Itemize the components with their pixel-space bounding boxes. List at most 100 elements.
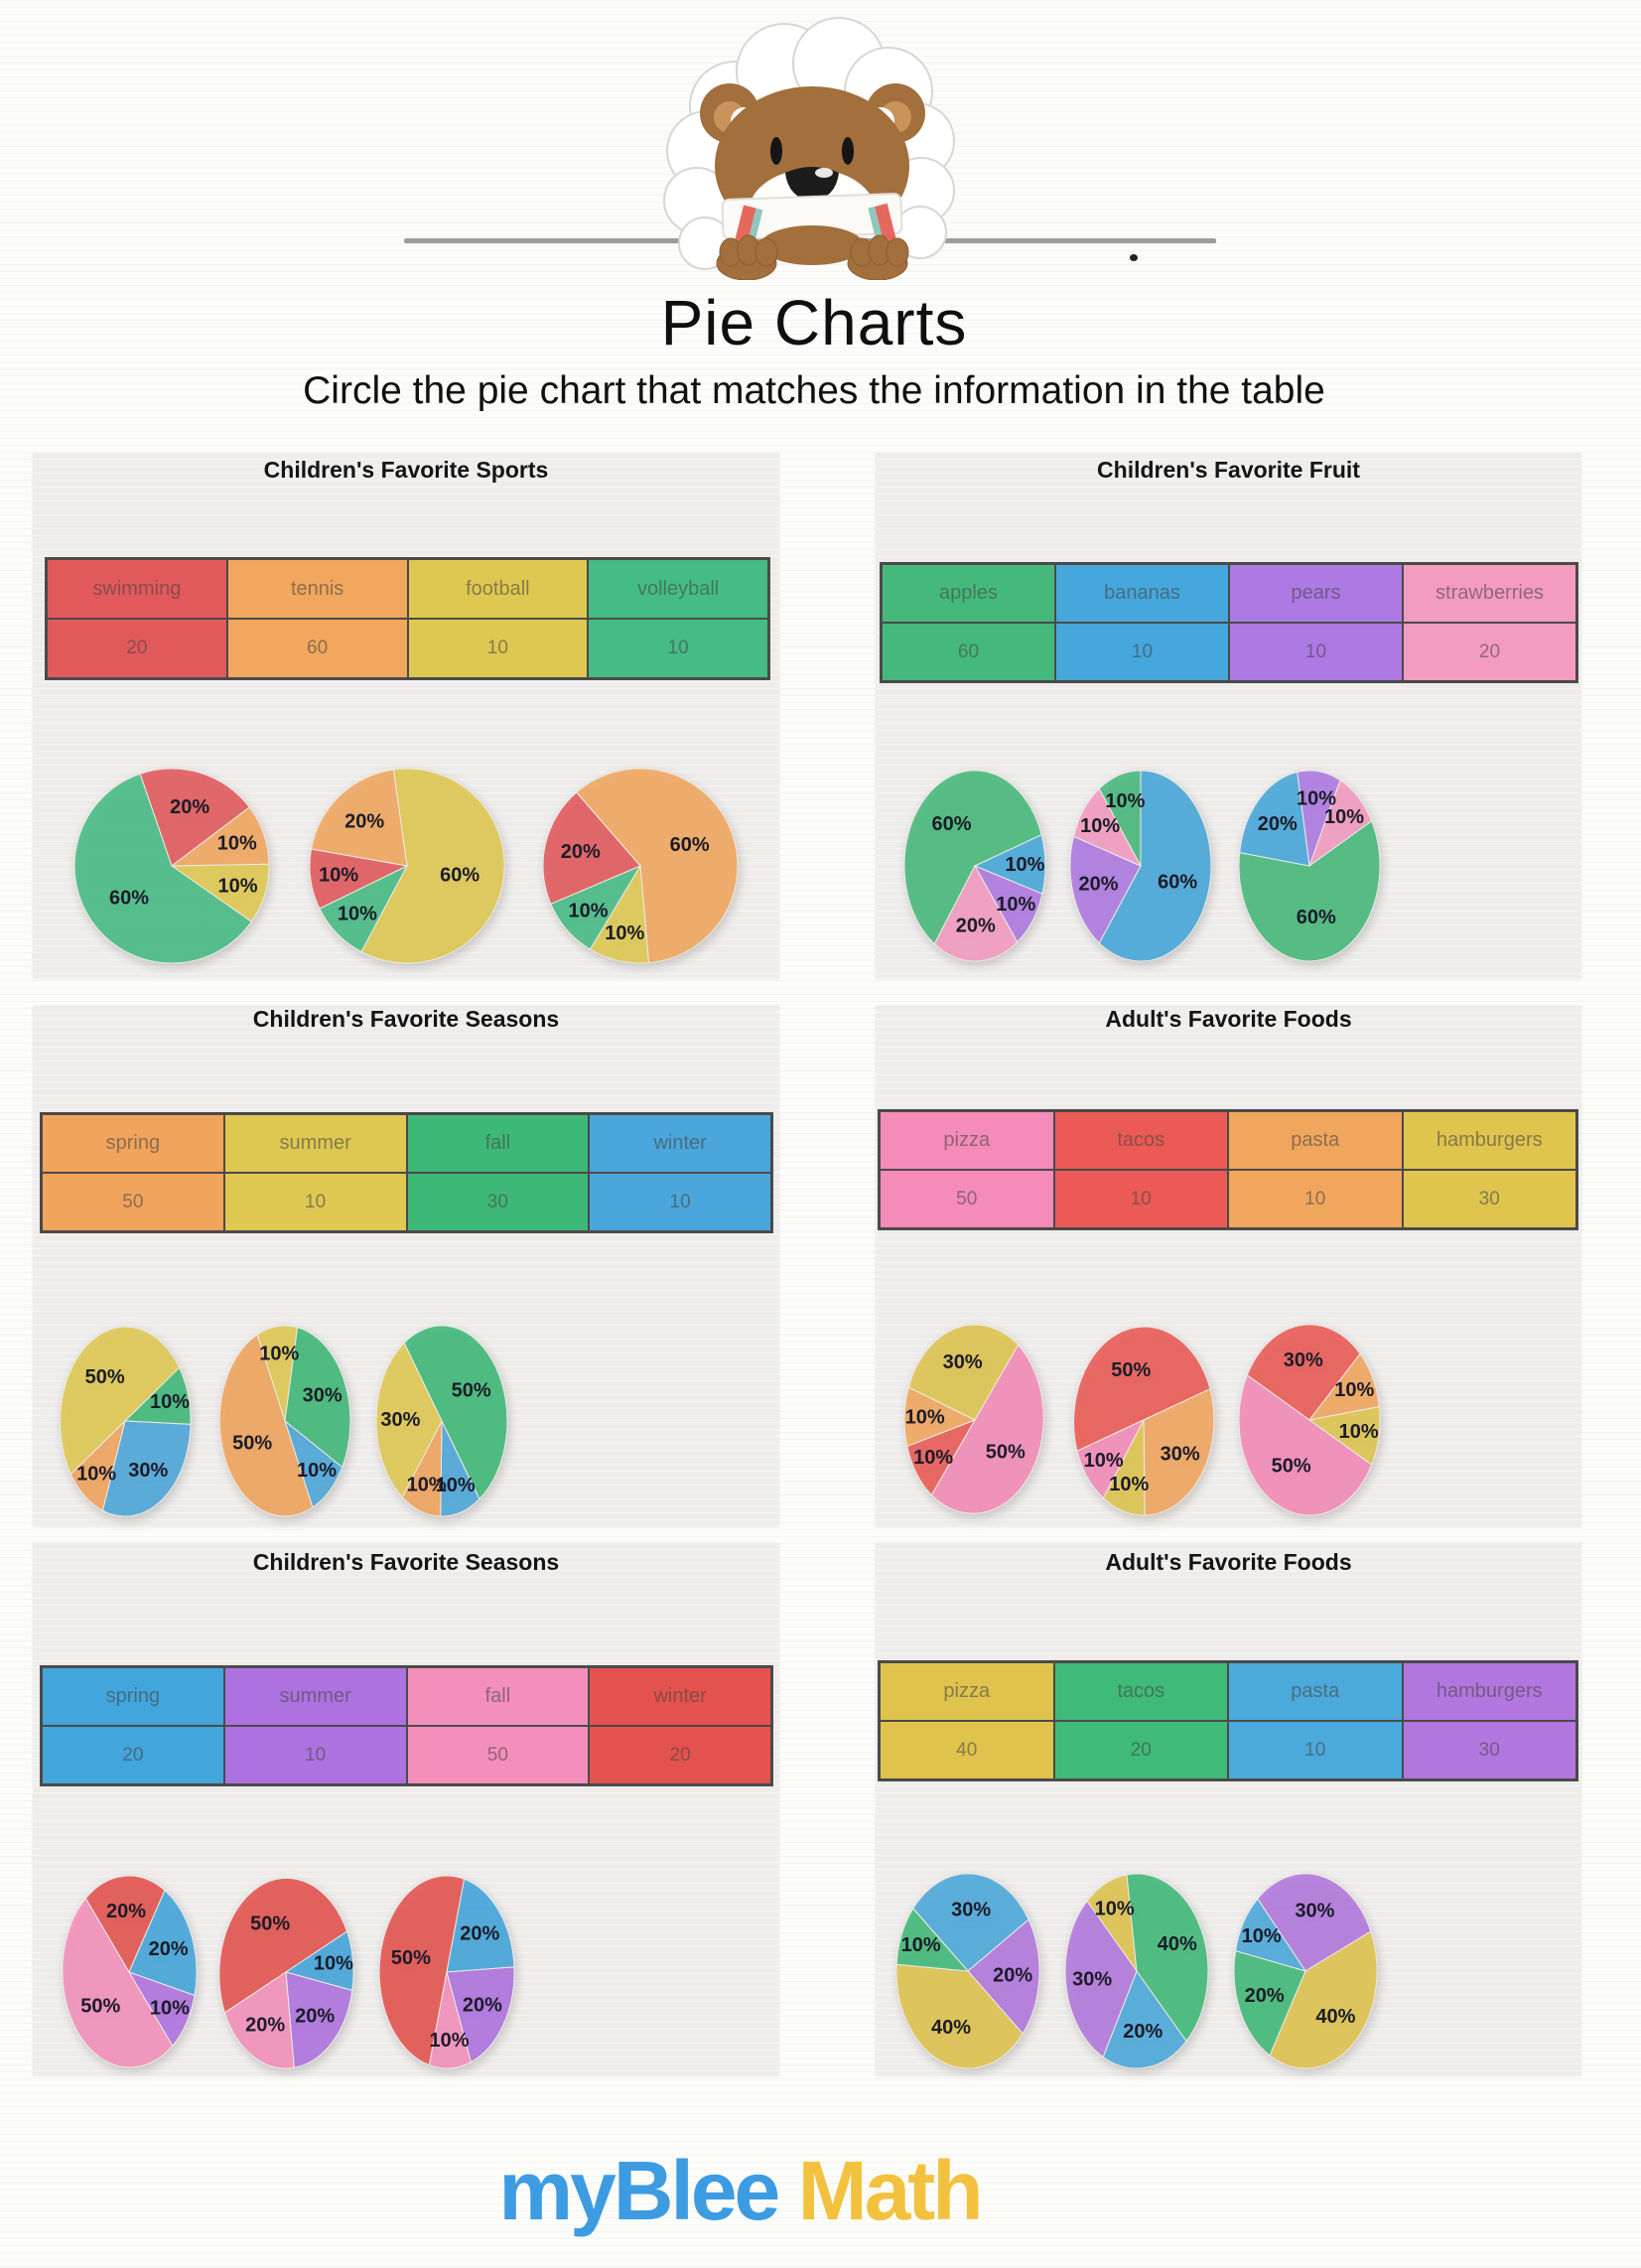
pie-slice [903, 770, 1042, 945]
table-value-cell: 20 [1053, 1721, 1228, 1779]
pie-slice-label: 10% [1109, 1474, 1149, 1495]
pie-slice-label: 30% [1295, 1901, 1334, 1922]
pie-option-3-2[interactable]: 10%30%10%50% [218, 1325, 351, 1517]
table-label-cell: spring [42, 1667, 224, 1726]
pie-option-4-2[interactable]: 50% 30% 10%10% [1073, 1326, 1215, 1516]
table-label-cell: volleyball [588, 559, 768, 619]
table-label-cell: football [407, 559, 589, 619]
pie-slice-label: 40% [1158, 1933, 1197, 1955]
pie-slice-label: 20% [1258, 813, 1298, 835]
pie-slice-label: 10% [217, 832, 257, 854]
pie-slice-label: 60% [1297, 907, 1336, 928]
pie-option-6-1[interactable]: 30% 20% 40% 10% [895, 1873, 1040, 2069]
pie-option-6-3[interactable]: 30% 40% 20% 10% [1233, 1873, 1378, 2069]
pie-slice [378, 1875, 466, 2066]
pie-option-1-1[interactable]: 20% 10% 10% 60% [73, 768, 270, 964]
table-label-cell: fall [406, 1114, 590, 1173]
pie-slice [575, 768, 739, 964]
pie-slice-label: 20% [170, 796, 209, 818]
panel-5 [33, 1542, 779, 2075]
pie-option-2-2[interactable]: 60% 20% 10% 10% [1069, 770, 1212, 962]
pie-slice-label: 20% [561, 841, 601, 863]
pie-slice [218, 1334, 314, 1517]
pie-slice [446, 1878, 515, 1973]
panel-title: Children's Favorite Seasons [252, 1549, 560, 1575]
pie-slice-label: 30% [303, 1384, 342, 1406]
table-value-cell: 20 [47, 619, 227, 678]
pie-slice [1233, 1949, 1306, 2056]
pie-slice [1126, 1873, 1209, 2043]
pie-slice-label: 20% [295, 2006, 335, 2028]
pie-slice-label: 20% [106, 1901, 146, 1922]
pie-option-3-1[interactable]: 50% 10% 30% 10% [60, 1326, 192, 1517]
pie-slice-label: 10% [901, 1934, 941, 1956]
pie-slice [101, 1420, 192, 1517]
table-label-cell: tacos [1053, 1111, 1228, 1170]
pie-option-4-1[interactable]: 30% 50% 10% 10% [903, 1324, 1044, 1514]
table-label-cell: pizza [880, 1662, 1054, 1721]
pie-slice [1064, 1900, 1138, 2058]
table-value-cell: 10 [223, 1173, 407, 1231]
pie-option-5-1[interactable]: 20%20% 10% 50% [62, 1875, 198, 2068]
pie-option-4-3[interactable]: 30% 10% 10% 50% [1238, 1324, 1381, 1516]
pie-slice-label: 20% [956, 916, 996, 937]
bear-eye-left [770, 137, 782, 165]
pie-option-5-2[interactable]: 50% 10% 20% 20% [218, 1877, 354, 2069]
data-table: spring summer fall winter 20 10 50 20 [40, 1665, 773, 1786]
pie-slice-label: 10% [1084, 1450, 1124, 1472]
pie-slice-label: 60% [670, 834, 710, 856]
data-table: swimming tennis football volleyball 20 60 10 10 [45, 557, 770, 680]
table-label-cell: winter [589, 1114, 771, 1173]
table-value-cell: 40 [880, 1721, 1054, 1779]
pie-slice [73, 773, 252, 964]
pie-slice [62, 1897, 174, 2068]
pie-option-6-2[interactable]: 10% 40% 20% 30% [1064, 1873, 1209, 2069]
table-label-cell: strawberries [1403, 564, 1576, 623]
panel-title: Children's Favorite Seasons [252, 1006, 560, 1032]
table-label-cell: winter [589, 1667, 771, 1726]
pie-slice-label: 10% [1095, 1899, 1135, 1920]
panel-title: Children's Favorite Sports [263, 457, 549, 483]
table-value-cell: 10 [588, 619, 768, 678]
data-table: apples bananas pears strawberries 60 10 10 20 [880, 562, 1578, 683]
pie-slice [403, 1325, 508, 1500]
pie-slice [284, 1327, 351, 1469]
pie-slice [1076, 1418, 1146, 1499]
table-value-cell: 10 [1053, 1170, 1228, 1228]
pie-slice-label: 30% [1284, 1349, 1323, 1371]
pie-option-5-3[interactable]: 50% 20% 20% 10% [378, 1875, 515, 2069]
pie-slice [285, 1971, 353, 2068]
pie-slice-label: 20% [1123, 2021, 1162, 2043]
table-value-cell: 60 [226, 619, 408, 678]
pie-slice-label: 30% [943, 1351, 983, 1373]
pie-slice [218, 1877, 348, 2014]
data-table: spring summer fall winter 50 10 30 10 [40, 1112, 773, 1233]
table-label-cell: tacos [1053, 1662, 1228, 1721]
pie-slice-label: 50% [391, 1947, 431, 1969]
table-value-cell: 30 [1402, 1721, 1576, 1779]
pie-option-1-3[interactable]: 60% 10%10% 20% [542, 768, 739, 964]
pie-slice-label: 10% [297, 1460, 337, 1482]
pie-slice-label: 20% [463, 1994, 502, 2016]
pie-slice-label: 10% [1324, 806, 1364, 828]
pie-slice-label: 50% [250, 1914, 290, 1935]
pie-slice-label: 60% [109, 887, 149, 909]
pie-slice [1257, 1873, 1372, 1972]
table-label-cell: spring [42, 1114, 224, 1173]
pie-option-2-3[interactable]: 10%10% 60% 20% [1238, 770, 1381, 962]
logo-blee: Blee [613, 2144, 780, 2237]
table-label-cell: apples [882, 564, 1055, 623]
table-value-cell: 10 [1229, 623, 1403, 681]
pie-slice-label: 40% [1315, 2006, 1355, 2028]
pie-slice-label: 30% [951, 1899, 991, 1920]
pie-slice [1102, 1969, 1187, 2069]
pie-slice [930, 1344, 1044, 1514]
logo-math: Math [777, 2144, 984, 2237]
pie-option-1-2[interactable]: 60% 10% 10% 20% [309, 768, 505, 964]
table-value-cell: 60 [882, 623, 1055, 681]
pie-option-3-3[interactable]: 50% 10%10% 30% [375, 1325, 508, 1517]
pie-slice [903, 1386, 977, 1448]
pie-option-2-1[interactable]: 60%10%10%20% [903, 770, 1046, 962]
pie-slice [446, 1966, 515, 2063]
